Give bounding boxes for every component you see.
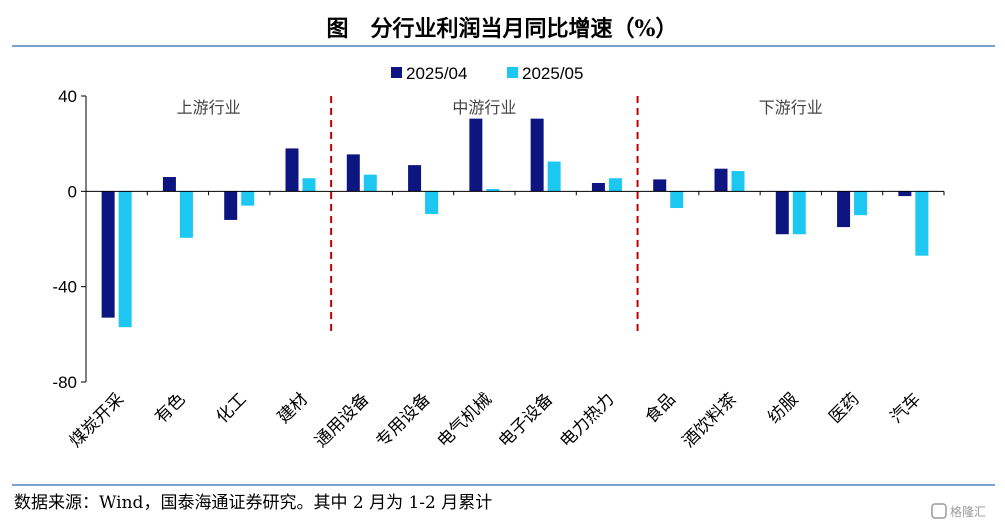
bar-series-1-7 <box>547 161 561 192</box>
y-tick-label: 40 <box>58 87 77 106</box>
category-label: 通用设备 <box>311 389 373 451</box>
bar-series-0-6 <box>469 118 483 192</box>
category-label: 酒饮料茶 <box>679 389 741 451</box>
category-label: 医药 <box>825 389 863 427</box>
bar-series-0-11 <box>775 191 789 235</box>
bar-series-1-0 <box>118 191 132 328</box>
legend-swatch-2025-05 <box>507 67 518 78</box>
category-label: 电气机械 <box>434 389 496 451</box>
bar-series-0-3 <box>285 148 299 192</box>
bar-series-0-9 <box>653 179 667 192</box>
category-label: 食品 <box>642 389 680 427</box>
chart-title: 图 分行业利润当月同比增速（%） <box>327 16 678 42</box>
y-tick-label: -40 <box>52 278 77 297</box>
watermark: 格隆汇 <box>931 503 986 519</box>
bar-series-0-1 <box>162 177 176 192</box>
legend-label-2025-04: 2025/04 <box>406 64 467 83</box>
segment-label: 中游行业 <box>452 98 516 117</box>
bar-series-0-7 <box>530 118 544 192</box>
plot-area: 40 0 -40 -80煤炭开采 有色 化工 建材 通用设备 专用设备 电气机械 电子设备 电力热力食… <box>52 87 945 452</box>
bar-series-1-1 <box>179 191 193 238</box>
bar-series-0-10 <box>714 168 728 192</box>
bar-series-1-4 <box>363 174 377 192</box>
bar-series-0-4 <box>346 154 360 192</box>
segment-label: 上游行业 <box>177 98 241 117</box>
bar-series-1-10 <box>731 171 745 192</box>
legend-label-2025-05: 2025/05 <box>522 64 583 83</box>
bar-series-1-11 <box>792 191 806 235</box>
bar-series-1-6 <box>486 188 500 192</box>
bar-series-0-5 <box>408 165 422 192</box>
category-label: 汽车 <box>887 389 925 427</box>
bar-series-1-2 <box>241 191 255 206</box>
watermark-logo-icon <box>931 503 947 519</box>
category-label: 电力热力 <box>556 389 618 451</box>
bar-series-1-9 <box>670 191 684 209</box>
category-label: 建材 <box>274 389 312 427</box>
bar-series-0-8 <box>591 182 605 192</box>
bar-series-0-12 <box>837 191 851 228</box>
bar-series-1-12 <box>854 191 868 216</box>
bar-series-0-13 <box>898 191 912 197</box>
bar-series-0-2 <box>224 191 238 220</box>
bar-series-1-13 <box>915 191 929 256</box>
bar-series-1-5 <box>425 191 439 214</box>
source-note: 数据来源：Wind，国泰海通证券研究。其中 2 月为 1-2 月累计 <box>14 493 492 513</box>
bar-series-0-0 <box>101 191 115 318</box>
category-label: 化工 <box>213 389 251 427</box>
category-label: 电子设备 <box>495 389 557 451</box>
category-label: 纺服 <box>764 389 802 427</box>
legend: 2025/04 2025/05 <box>391 64 583 83</box>
y-tick-label: 0 <box>68 182 77 201</box>
watermark-text: 格隆汇 <box>950 504 986 519</box>
category-label: 有色 <box>151 389 189 427</box>
bar-series-1-3 <box>302 178 316 192</box>
legend-swatch-2025-04 <box>391 67 402 78</box>
y-tick-label: -80 <box>52 373 77 392</box>
segment-label: 下游行业 <box>759 98 823 117</box>
category-label: 专用设备 <box>372 389 434 451</box>
bar-series-1-8 <box>608 178 622 192</box>
category-label: 煤炭开采 <box>66 389 128 451</box>
